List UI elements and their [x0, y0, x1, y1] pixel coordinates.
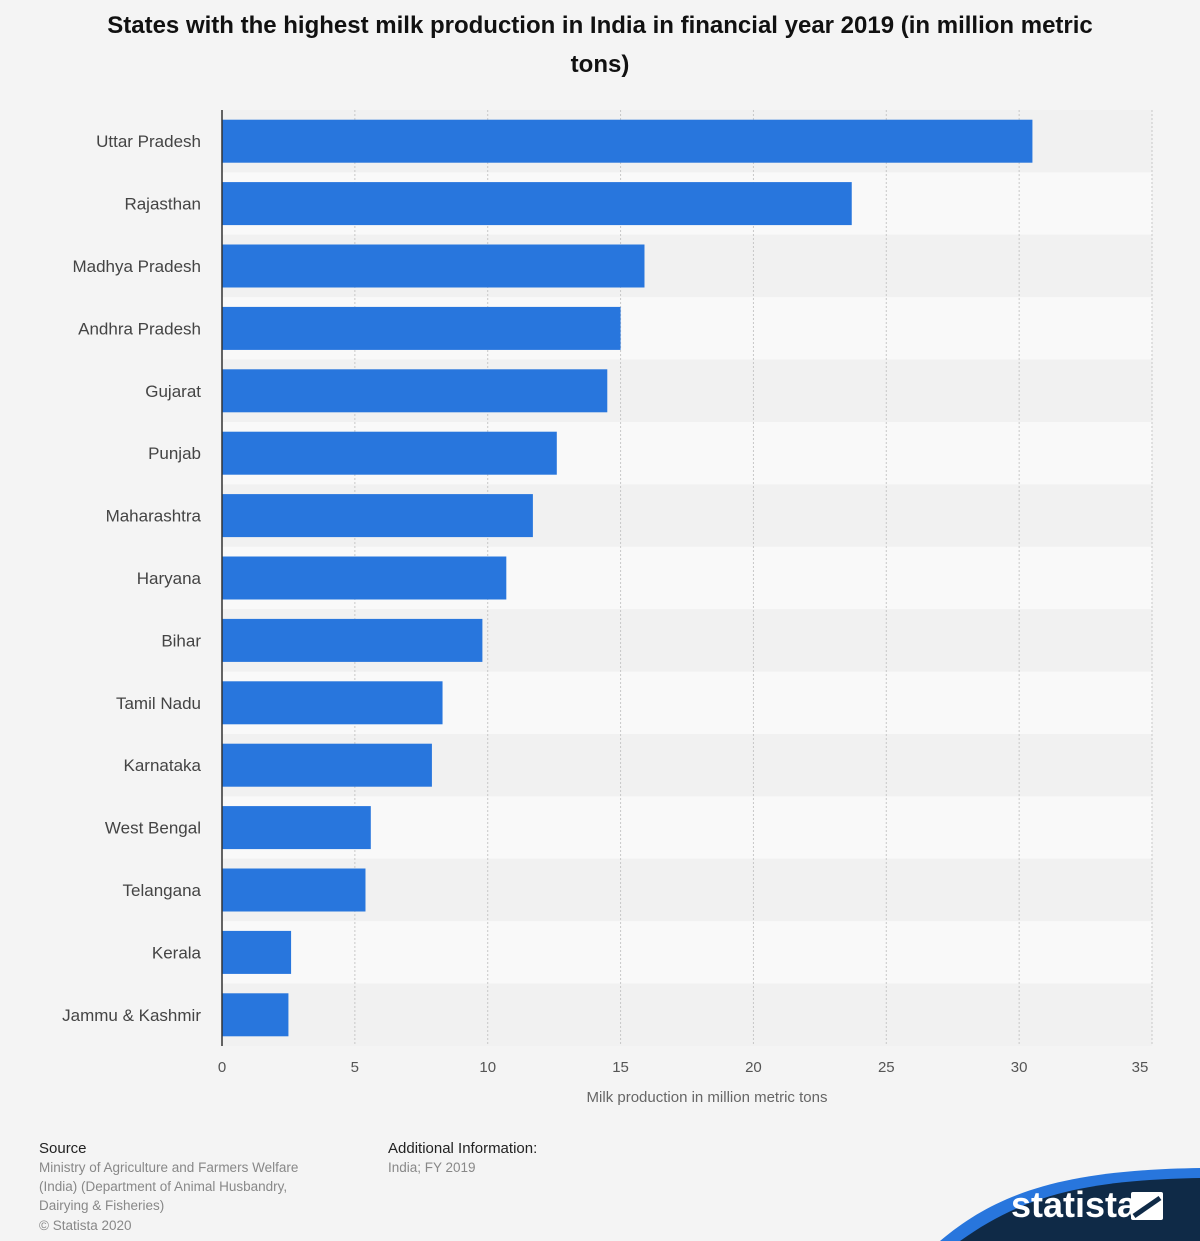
bar[interactable] — [222, 119, 1033, 163]
row-band — [222, 983, 1152, 1046]
bar[interactable] — [222, 993, 289, 1037]
bar[interactable] — [222, 868, 366, 912]
x-tick-label: 15 — [612, 1059, 629, 1076]
x-tick-label: 25 — [878, 1059, 895, 1076]
bar[interactable] — [222, 244, 645, 288]
bar[interactable] — [222, 930, 292, 974]
x-tick-label: 0 — [218, 1059, 226, 1076]
tick-labels: 0 5 10 15 20 25 30 35 — [218, 1059, 1149, 1076]
row-band — [222, 921, 1152, 984]
category-label: Karnataka — [124, 756, 202, 775]
category-label: Maharashtra — [106, 507, 202, 526]
row-band — [222, 796, 1152, 859]
statista-logo-icon — [1131, 1192, 1163, 1220]
category-label: Rajasthan — [124, 195, 201, 214]
x-tick-label: 5 — [351, 1059, 359, 1076]
chart-title: States with the highest milk production … — [107, 12, 1093, 78]
category-label: Bihar — [161, 631, 201, 650]
bar[interactable] — [222, 556, 507, 600]
x-tick-label: 10 — [479, 1059, 496, 1076]
x-tick-label: 20 — [745, 1059, 762, 1076]
category-label: Gujarat — [145, 382, 201, 401]
category-label: Andhra Pradesh — [78, 319, 201, 338]
row-band — [222, 858, 1152, 922]
x-tick-label: 30 — [1011, 1059, 1028, 1076]
copyright: © Statista 2020 — [39, 1218, 132, 1233]
category-label: Tamil Nadu — [116, 694, 201, 713]
category-label: West Bengal — [105, 819, 201, 838]
bar[interactable] — [222, 618, 483, 662]
category-label: Punjab — [148, 444, 201, 463]
source-heading[interactable]: Source — [39, 1140, 87, 1157]
x-tick-label: 35 — [1132, 1059, 1149, 1076]
category-label: Uttar Pradesh — [96, 132, 201, 151]
statista-logo-text[interactable]: statista — [1011, 1184, 1138, 1225]
category-label: Madhya Pradesh — [72, 257, 201, 276]
source-text: Ministry of Agriculture and Farmers Welf… — [39, 1160, 299, 1213]
x-axis-title: Milk production in million metric tons — [587, 1089, 828, 1106]
bar[interactable] — [222, 806, 371, 850]
bar[interactable] — [222, 306, 621, 350]
category-label: Haryana — [137, 569, 202, 588]
bar[interactable] — [222, 743, 432, 787]
bar[interactable] — [222, 494, 533, 538]
bar[interactable] — [222, 369, 608, 413]
category-labels: Uttar Pradesh Rajasthan Madhya Pradesh Andh… — [62, 132, 201, 1025]
category-label: Jammu & Kashmir — [62, 1006, 201, 1025]
category-label: Kerala — [152, 943, 202, 962]
additional-info-heading[interactable]: Additional Information: — [388, 1140, 538, 1157]
bar[interactable] — [222, 182, 852, 226]
bar[interactable] — [222, 681, 443, 725]
bar[interactable] — [222, 431, 557, 475]
additional-info-text: India; FY 2019 — [388, 1160, 476, 1175]
category-label: Telangana — [123, 881, 202, 900]
bars — [222, 119, 1033, 1037]
bar-chart: Uttar Pradesh Rajasthan Madhya Pradesh Andh… — [62, 110, 1153, 1106]
